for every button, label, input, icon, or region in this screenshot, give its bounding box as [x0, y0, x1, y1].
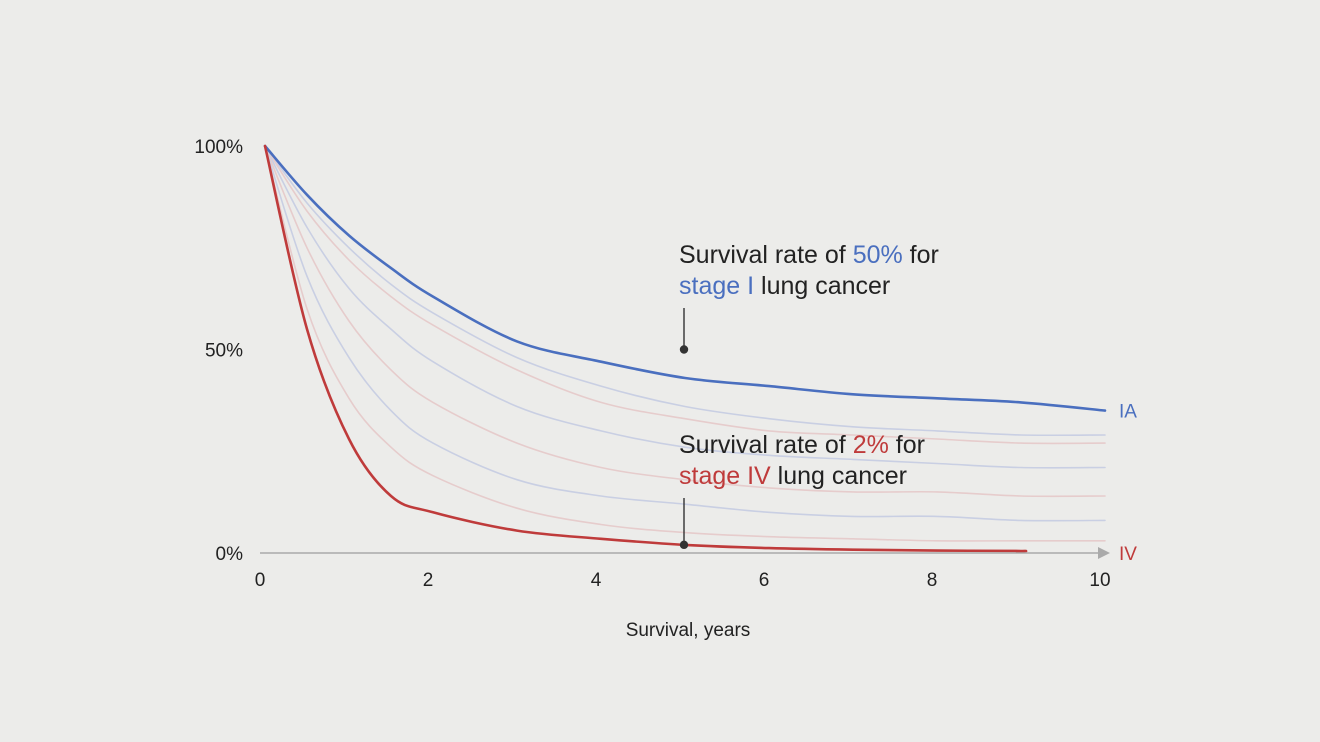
series-end-labels: IA IV — [1119, 402, 1137, 565]
series-line-background-6 — [264, 145, 1106, 542]
series-line-ia — [263, 144, 1107, 412]
annotation-point-marker — [679, 540, 689, 550]
series-line-iv — [263, 144, 1028, 553]
annotation-text: lung cancer — [770, 462, 907, 490]
annotation-point-marker — [679, 345, 689, 354]
x-tick-label: 6 — [759, 570, 770, 591]
annotation-highlight-stage: stage IV — [679, 462, 771, 490]
background-series-group — [264, 145, 1106, 542]
annotation-line-2: stage IV lung cancer — [679, 461, 925, 492]
series-label-ia: IA — [1119, 402, 1137, 423]
annotation-stage-iv: Survival rate of 2% for stage IV lung ca… — [679, 430, 925, 492]
annotation-text: for — [888, 431, 925, 459]
x-tick-label: 0 — [255, 570, 266, 591]
series-line-background-4 — [264, 145, 1106, 498]
annotation-line-2: stage I lung cancer — [679, 271, 939, 302]
annotation-pointers — [679, 308, 689, 550]
x-tick-label: 2 — [423, 570, 434, 591]
y-tick-label: 50% — [205, 341, 243, 362]
y-tick-label: 0% — [216, 544, 244, 565]
series-line-background-2 — [264, 145, 1106, 445]
y-tick-labels: 0% 50% 100% — [194, 137, 243, 565]
series-line-background-1 — [264, 145, 1106, 437]
annotation-text: Survival rate of — [679, 241, 853, 269]
x-tick-label: 4 — [591, 570, 602, 591]
x-axis-title: Survival, years — [626, 620, 751, 641]
annotation-line-1: Survival rate of 2% for — [679, 430, 925, 461]
annotation-line-1: Survival rate of 50% for — [679, 240, 939, 271]
series-line-background-5 — [264, 145, 1106, 522]
annotation-highlight-value: 50% — [852, 241, 903, 269]
annotation-text: for — [902, 241, 939, 269]
annotation-highlight-value: 2% — [852, 431, 889, 459]
x-tick-label: 8 — [927, 570, 938, 591]
series-label-iv: IV — [1119, 544, 1137, 565]
x-tick-labels: 0 2 4 6 8 10 — [255, 570, 1111, 591]
highlight-series-group — [263, 144, 1107, 553]
annotation-text: Survival rate of — [679, 431, 853, 459]
series-line-background-3 — [264, 145, 1106, 469]
annotation-stage-i: Survival rate of 50% for stage I lung ca… — [679, 240, 939, 302]
x-tick-label: 10 — [1089, 570, 1110, 591]
y-tick-label: 100% — [194, 137, 243, 158]
annotation-highlight-stage: stage I — [679, 272, 755, 300]
annotation-text: lung cancer — [754, 272, 891, 300]
